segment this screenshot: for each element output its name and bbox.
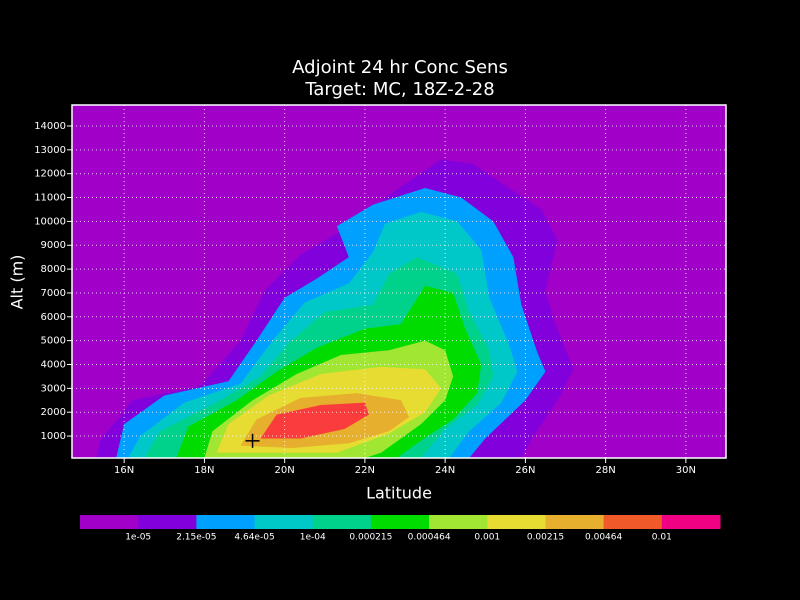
- colorbar-swatch: [254, 515, 314, 529]
- y-tick-label: 6000: [41, 312, 66, 323]
- y-tick-label: 8000: [41, 264, 66, 275]
- colorbar-swatch: [603, 515, 663, 529]
- colorbar-label: 0.00464: [585, 533, 622, 543]
- x-tick-label: 20N: [275, 465, 295, 476]
- y-tick-label: 4000: [41, 360, 66, 371]
- colorbar-swatch: [487, 515, 546, 529]
- x-tick-label: 26N: [515, 465, 535, 476]
- plot-frame: [71, 104, 727, 459]
- colorbar-label: 4.64e-05: [234, 533, 274, 543]
- x-tick-label: 18N: [194, 465, 214, 476]
- colorbar-label: 0.000464: [408, 533, 451, 543]
- colorbar-label: 1e-04: [300, 533, 326, 543]
- colorbar-swatch: [429, 515, 488, 529]
- y-tick-label: 14000: [34, 121, 66, 132]
- x-tick-label: 24N: [435, 465, 455, 476]
- contour-fill: [260, 402, 369, 439]
- y-tick-label: 2000: [41, 407, 66, 418]
- colorbar-swatch: [312, 515, 372, 529]
- x-tick-label: 28N: [596, 465, 616, 476]
- y-tick-label: 5000: [41, 336, 66, 347]
- y-tick-label: 13000: [34, 145, 66, 156]
- y-tick-label: 1000: [41, 431, 66, 442]
- colorbar-label: 0.00215: [527, 533, 564, 543]
- target-marker: [245, 433, 260, 448]
- x-tick-label: 16N: [114, 465, 134, 476]
- colorbar-swatch: [661, 515, 721, 529]
- y-tick-label: 12000: [34, 169, 66, 180]
- colorbar-swatch: [138, 515, 197, 529]
- y-tick-label: 11000: [34, 193, 66, 204]
- chart-subtitle: Target: MC, 18Z-2-28: [304, 79, 494, 100]
- y-axis-label: Alt (m): [8, 255, 27, 310]
- colorbar-swatch: [370, 515, 430, 529]
- colorbar-label: 0.000215: [349, 533, 392, 543]
- colorbar-label: 0.01: [652, 533, 672, 543]
- colorbar-label: 2.15e-05: [176, 533, 216, 543]
- colorbar-label: 1e-05: [125, 533, 151, 543]
- colorbar-label: 0.001: [474, 533, 500, 543]
- colorbar-swatch: [545, 515, 605, 529]
- colorbar-swatch: [196, 515, 256, 529]
- x-axis-label: Latitude: [366, 484, 432, 503]
- y-tick-label: 3000: [41, 383, 66, 394]
- colorbar-swatch: [80, 515, 139, 529]
- x-tick-label: 22N: [355, 465, 375, 476]
- y-tick-label: 10000: [34, 216, 66, 227]
- y-tick-label: 9000: [41, 240, 66, 251]
- chart-title: Adjoint 24 hr Conc Sens: [292, 57, 508, 78]
- y-tick-label: 7000: [41, 288, 66, 299]
- x-tick-label: 30N: [676, 465, 696, 476]
